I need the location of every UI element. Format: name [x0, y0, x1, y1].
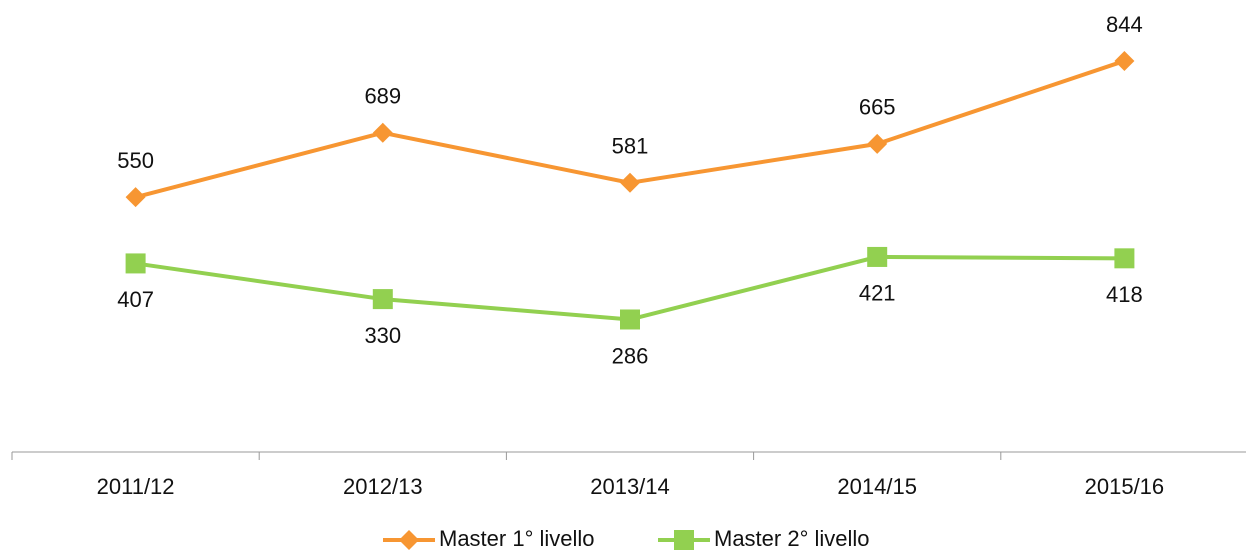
data-label: 844: [1106, 12, 1143, 37]
data-point: [867, 133, 888, 154]
data-label: 550: [117, 148, 154, 173]
data-point: [125, 253, 146, 274]
legend-marker: [674, 530, 694, 550]
x-tick-label: 2015/16: [1085, 474, 1165, 499]
data-point: [620, 172, 640, 193]
legend-label: Master 1° livello: [439, 526, 595, 551]
legend-label: Master 2° livello: [714, 526, 870, 551]
data-label: 418: [1106, 282, 1143, 307]
data-label: 581: [612, 134, 649, 159]
data-point: [620, 309, 640, 330]
data-label: 407: [117, 287, 154, 312]
data-point: [372, 122, 393, 143]
x-tick-label: 2013/14: [590, 474, 670, 499]
data-label: 665: [859, 95, 896, 120]
data-point: [125, 187, 146, 208]
data-point: [867, 246, 888, 267]
data-point: [372, 289, 393, 310]
data-point: [1114, 248, 1135, 269]
data-label: 689: [364, 84, 401, 109]
data-label: 330: [364, 323, 401, 348]
data-point: [1114, 50, 1135, 71]
legend-marker: [399, 530, 419, 550]
data-label: 421: [859, 281, 896, 306]
x-tick-label: 2012/13: [343, 474, 423, 499]
data-label: 286: [612, 343, 649, 368]
x-tick-label: 2014/15: [837, 474, 917, 499]
x-tick-label: 2011/12: [97, 474, 175, 499]
